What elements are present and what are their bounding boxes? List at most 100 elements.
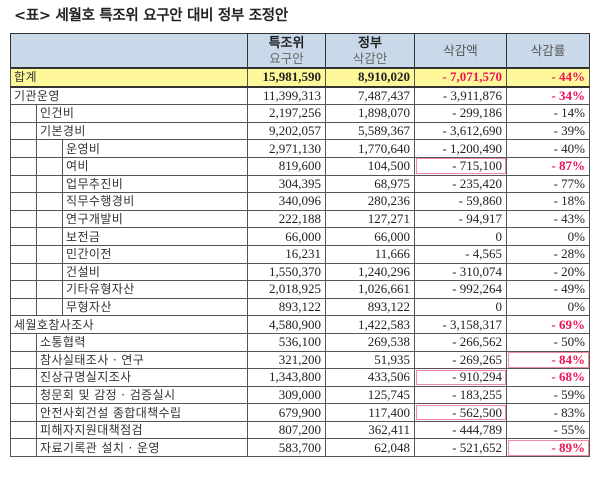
row-label: 기타유형자산 <box>61 280 249 299</box>
row-label: 피해자지원대책점검 <box>35 420 249 440</box>
cut-rate: - 55% <box>506 420 591 440</box>
gov-value: 269,538 <box>325 332 416 352</box>
table-row: 자료기록관 설치 · 운영 583,700 62,048- 521,652- 89% <box>10 438 591 458</box>
cut-rate: - 69% <box>506 315 591 334</box>
cut-amount: - 715,100 <box>414 156 508 176</box>
table-row: 진상규명실지조사 1,343,800 433,506- 910,294- 68% <box>10 368 591 387</box>
request-value: 679,900 <box>247 403 327 422</box>
table-row: 연구개발비 222,188 127,271- 94,917- 43% <box>10 209 591 229</box>
table-row: 참사실태조사 · 연구 321,200 51,935- 269,265- 84% <box>10 350 591 370</box>
table-row: 업무추진비 304,395 68,975- 235,420- 77% <box>10 174 591 194</box>
table-row: 인건비 2,197,256 1,898,070- 299,186- 14% <box>10 104 591 123</box>
cut-rate: - 43% <box>506 209 591 229</box>
cut-amount: - 266,562 <box>414 332 508 352</box>
gov-value: 1,422,583 <box>325 315 416 334</box>
cut-rate: - 49% <box>506 280 591 299</box>
cut-amount: - 310,074 <box>414 262 508 282</box>
gov-value: 8,910,020 <box>325 67 416 88</box>
cut-rate: - 44% <box>506 67 591 88</box>
cut-amount: - 3,612,690 <box>414 121 508 141</box>
table-row: 소통협력 536,100 269,538- 266,562- 50% <box>10 332 591 352</box>
row-label: 소통협력 <box>35 332 249 352</box>
request-value: 1,550,370 <box>247 262 327 282</box>
table-row: 청문회 및 감정 · 검증실시 309,000 125,745- 183,255- … <box>10 385 591 405</box>
cut-rate: - 34% <box>506 86 591 106</box>
gov-value: 127,271 <box>325 209 416 229</box>
row-label: 보전금 <box>61 227 249 246</box>
cut-rate: - 28% <box>506 244 591 264</box>
indent-cell <box>36 227 63 246</box>
indent-cell <box>36 139 63 158</box>
header-gov: 정부 삭감안 <box>325 33 416 69</box>
indent-cell <box>10 244 37 264</box>
request-value: 15,981,590 <box>247 67 327 88</box>
row-label: 업무추진비 <box>61 174 249 194</box>
row-label: 직무수행경비 <box>61 192 249 211</box>
indent-cell <box>10 121 37 141</box>
gov-value: 433,506 <box>325 368 416 387</box>
row-label: 청문회 및 감정 · 검증실시 <box>35 385 249 405</box>
cut-rate: - 59% <box>506 385 591 405</box>
indent-cell <box>36 280 63 299</box>
cut-rate: - 50% <box>506 332 591 352</box>
indent-cell <box>36 244 63 264</box>
table-row: 건설비 1,550,370 1,240,296- 310,074- 20% <box>10 262 591 282</box>
request-value: 321,200 <box>247 350 327 370</box>
row-label: 연구개발비 <box>61 209 249 229</box>
request-value: 807,200 <box>247 420 327 440</box>
header-row: 특조위 요구안 정부 삭감안 삭감액 삭감률 <box>9 33 591 69</box>
indent-cell <box>10 368 37 387</box>
cut-rate: - 68% <box>506 368 591 387</box>
cut-rate: - 89% <box>506 438 591 458</box>
cut-amount: - 521,652 <box>414 438 508 458</box>
request-value: 66,000 <box>247 227 327 246</box>
cut-rate: - 77% <box>506 174 591 194</box>
gov-value: 1,898,070 <box>325 104 416 123</box>
request-value: 2,018,925 <box>247 280 327 299</box>
row-label: 무형자산 <box>61 297 249 317</box>
request-value: 222,188 <box>247 209 327 229</box>
cut-amount: - 3,911,876 <box>414 86 508 106</box>
request-value: 536,100 <box>247 332 327 352</box>
request-value: 11,399,313 <box>247 86 327 106</box>
request-value: 2,197,256 <box>247 104 327 123</box>
table-row: 운영비 2,971,130 1,770,640- 1,200,490- 40% <box>10 139 591 158</box>
gov-value: 62,048 <box>325 438 416 458</box>
request-value: 2,971,130 <box>247 139 327 158</box>
gov-value: 893,122 <box>325 297 416 317</box>
gov-value: 66,000 <box>325 227 416 246</box>
row-label: 건설비 <box>61 262 249 282</box>
cut-amount: - 59,860 <box>414 192 508 211</box>
gov-value: 51,935 <box>325 350 416 370</box>
table-title: <표> 세월호 특조위 요구안 대비 정부 조정안 <box>14 8 288 24</box>
gov-value: 1,026,661 <box>325 280 416 299</box>
cut-rate: - 18% <box>506 192 591 211</box>
indent-cell <box>10 262 37 282</box>
table-row: 민간이전 16,231 11,666- 4,565- 28% <box>10 244 591 264</box>
cut-amount: 0 <box>414 227 508 246</box>
gov-value: 7,487,437 <box>325 86 416 106</box>
request-value: 819,600 <box>247 156 327 176</box>
request-value: 340,096 <box>247 192 327 211</box>
indent-cell <box>10 280 37 299</box>
cut-amount: - 299,186 <box>414 104 508 123</box>
table-row: 여비 819,600 104,500- 715,100- 87% <box>10 156 591 176</box>
row-label: 인건비 <box>35 104 249 123</box>
indent-cell <box>10 297 37 317</box>
cut-amount: - 992,264 <box>414 280 508 299</box>
indent-cell <box>10 209 37 229</box>
cut-amount: 0 <box>414 297 508 317</box>
gov-value: 1,240,296 <box>325 262 416 282</box>
indent-cell <box>10 385 37 405</box>
gov-value: 117,400 <box>325 403 416 422</box>
cut-rate: - 20% <box>506 262 591 282</box>
request-value: 309,000 <box>247 385 327 405</box>
cut-rate: - 39% <box>506 121 591 141</box>
cut-rate: - 84% <box>506 350 591 370</box>
cut-rate: - 83% <box>506 403 591 422</box>
row-label: 합계 <box>9 67 249 88</box>
gov-value: 280,236 <box>325 192 416 211</box>
header-cut-amount: 삭감액 <box>414 33 508 69</box>
row-label: 여비 <box>61 156 249 176</box>
gov-value: 125,745 <box>325 385 416 405</box>
